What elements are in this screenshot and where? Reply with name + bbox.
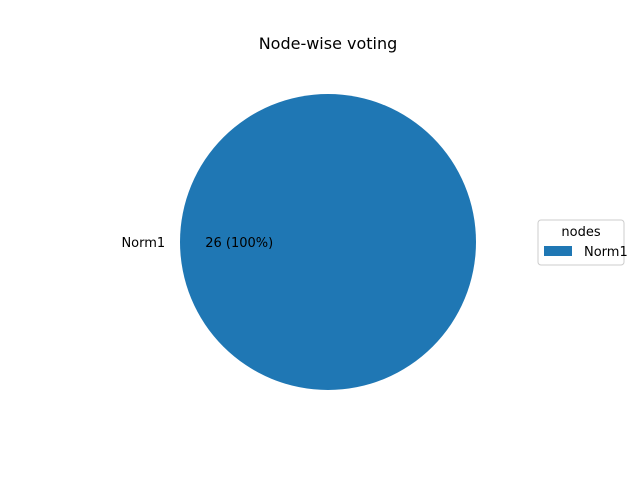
- pie-slice-norm1: [180, 94, 476, 390]
- slice-value-label: 26 (100%): [205, 236, 273, 251]
- legend-entry-label: Norm1: [584, 245, 628, 260]
- legend: nodes Norm1: [537, 219, 628, 266]
- pie-slices: [180, 94, 476, 390]
- legend-title: nodes: [561, 225, 600, 240]
- legend-entries: Norm1: [544, 245, 628, 260]
- chart-title: Node-wise voting: [259, 34, 398, 53]
- legend-swatch: [544, 246, 572, 256]
- pie-labels: Norm1 26 (100%): [121, 236, 273, 251]
- slice-category-label: Norm1: [121, 236, 165, 251]
